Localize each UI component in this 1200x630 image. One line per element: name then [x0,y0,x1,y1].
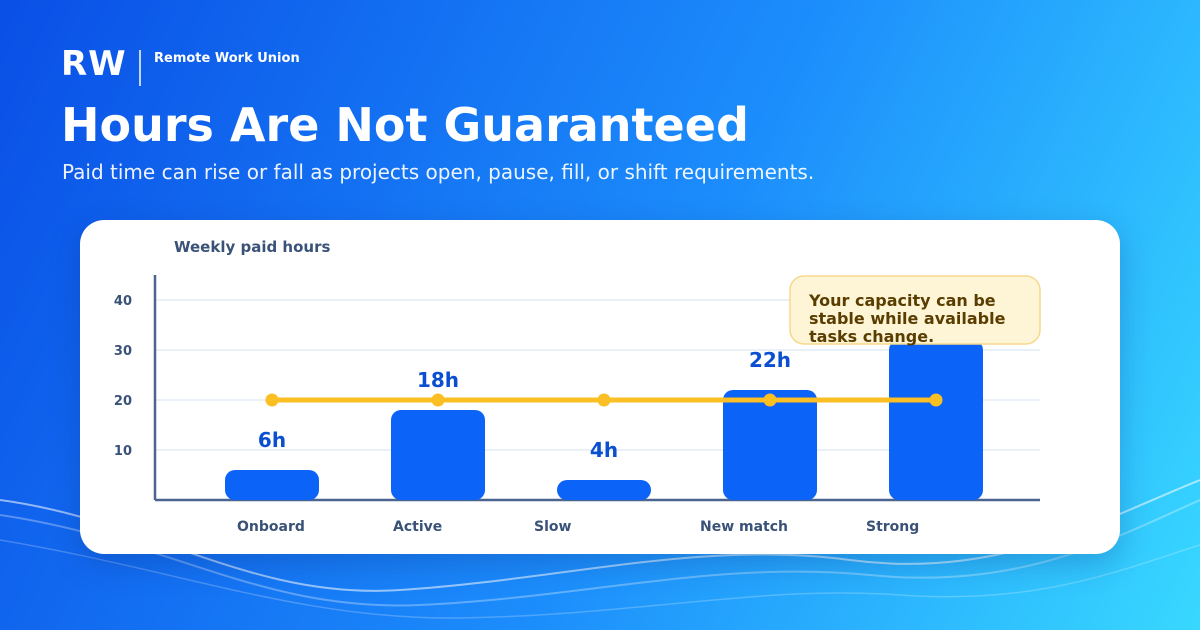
callout-text: Your capacity can be [808,291,996,310]
reference-point [597,393,611,407]
bar-value-label: 18h [417,368,459,392]
x-tick-label: Active [393,519,442,535]
y-tick-label: 40 [114,294,132,309]
reference-point [929,393,943,407]
callout-text: stable while available [809,309,1006,328]
chart-title: Weekly paid hours [174,238,330,256]
y-tick-label: 30 [114,344,132,359]
reference-point [431,393,445,407]
bar [391,410,485,500]
reference-point [763,393,777,407]
callout-text: tasks change. [809,327,934,346]
page-title: Hours Are Not Guaranteed [61,98,749,152]
chart-card: Weekly paid hours 10 20 30 40 6h Onboard 18h Act… [80,220,1120,554]
org-name: Remote Work Union [154,51,300,66]
x-tick-label: Onboard [237,519,305,535]
x-tick-label: New match [700,519,788,535]
bar-value-label: 6h [258,428,286,452]
bar-value-label: 22h [749,348,791,372]
y-tick-label: 20 [114,394,132,409]
y-tick-label: 10 [114,444,132,459]
callout-box [789,275,1041,345]
logo-divider [139,50,141,86]
bar-chart: Weekly paid hours 10 20 30 40 6h Onboard 18h Act… [114,238,1041,535]
page-subtitle: Paid time can rise or fall as projects o… [62,160,815,184]
x-tick-label: Strong [866,519,919,535]
logo: RW [61,44,127,84]
reference-point [265,393,279,407]
bar-value-label: 4h [590,438,618,462]
bar [225,470,319,500]
bar [723,390,817,500]
bar [889,340,983,500]
x-tick-label: Slow [534,519,572,535]
bar [557,480,651,500]
